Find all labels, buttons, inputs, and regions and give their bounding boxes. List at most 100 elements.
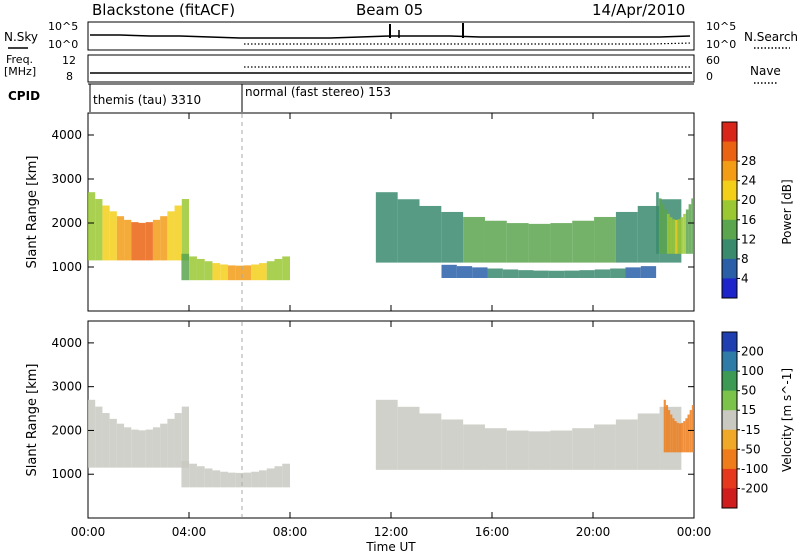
- colorbar-tick-label: 28: [741, 154, 756, 168]
- range-cell: [181, 253, 190, 281]
- x-axis-label: Time UT: [365, 540, 416, 554]
- nsearch-label: N.Search: [744, 30, 798, 44]
- range-cell: [266, 468, 275, 488]
- scatter-band: [663, 399, 694, 453]
- x-tick-label: 12:00: [374, 525, 409, 539]
- y-tick-label: 1000: [51, 467, 82, 481]
- colorbar-swatch: [722, 332, 737, 353]
- range-cell: [116, 216, 125, 261]
- range-cell: [572, 428, 595, 470]
- range-cell: [251, 264, 259, 281]
- range-cell: [375, 399, 398, 470]
- power-data: [88, 192, 694, 281]
- scatter-band: [441, 264, 657, 278]
- velocity-ylabel: Slant Range [km]: [25, 364, 40, 477]
- x-axis-ticks: 00:00 04:00 08:00 12:00 16:00 20:00 00:00: [71, 113, 712, 539]
- power-colorbar-label: Power [dB]: [780, 179, 794, 244]
- range-cell: [691, 198, 694, 254]
- nave-label: Nave: [750, 64, 781, 78]
- colorbar-swatch: [722, 161, 737, 182]
- cpid-segment-2: normal (fast stereo) 153: [245, 85, 391, 99]
- range-cell: [637, 205, 660, 263]
- colorbar-swatch: [722, 278, 737, 299]
- y-tick-label: 4000: [51, 128, 82, 142]
- colorbar-tick-label: 12: [741, 232, 756, 246]
- range-cell: [550, 223, 573, 263]
- x-tick-label: 00:00: [71, 525, 106, 539]
- nsky-label: N.Sky: [4, 30, 38, 44]
- range-cell: [579, 270, 595, 278]
- x-tick-label: 08:00: [273, 525, 308, 539]
- range-cell: [640, 266, 657, 278]
- range-cell: [145, 429, 153, 468]
- scatter-band: [656, 192, 694, 254]
- range-cell: [674, 421, 677, 453]
- range-cell: [685, 418, 688, 453]
- range-cell: [615, 211, 638, 263]
- range-cell: [235, 265, 244, 281]
- velocity-data: [88, 399, 694, 488]
- range-cell: [419, 205, 442, 263]
- freq-label: Freq.: [6, 53, 33, 66]
- colorbar-swatch: [722, 141, 737, 162]
- velocity-colorbar: 200 100 50 15 -15 -50 -100 -200 Velocity [m s^-…: [721, 331, 794, 509]
- range-cell: [189, 463, 197, 488]
- range-cell: [220, 471, 228, 488]
- range-cell: [441, 419, 464, 470]
- range-cell: [220, 264, 228, 281]
- power-y-ticks: 1000 2000 3000 4000: [51, 128, 694, 274]
- range-cell: [282, 463, 290, 488]
- range-cell: [656, 192, 659, 254]
- range-cell: [124, 427, 132, 468]
- cpid-row: CPID themis (tau) 3310 normal (fast ster…: [8, 83, 694, 112]
- range-cell: [548, 270, 565, 278]
- nave-tick-high: 60: [706, 54, 720, 67]
- range-cell: [152, 219, 161, 261]
- range-cell: [691, 405, 694, 453]
- velocity-colorbar-label: Velocity [m s^-1]: [780, 368, 794, 472]
- range-cell: [668, 410, 671, 453]
- range-cell: [251, 471, 259, 488]
- nsky-tick-high-left: 10^5: [48, 20, 78, 33]
- range-cell: [397, 199, 420, 263]
- colorbar-swatch: [722, 488, 737, 509]
- colorbar-tick-label: 50: [741, 384, 756, 398]
- range-cell: [138, 222, 146, 261]
- nsearch-trace: [244, 42, 693, 45]
- range-cell: [152, 427, 161, 468]
- y-tick-label: 1000: [51, 260, 82, 274]
- colorbar-swatch: [722, 371, 737, 392]
- range-cell: [518, 270, 534, 278]
- y-tick-label: 3000: [51, 380, 82, 394]
- freq-unit-label: [MHz]: [4, 65, 36, 78]
- colorbar-swatch: [722, 390, 737, 411]
- range-cell: [160, 216, 168, 261]
- range-cell: [397, 406, 420, 470]
- range-cell: [672, 219, 676, 254]
- range-cell: [676, 422, 679, 453]
- range-cell: [678, 423, 682, 453]
- colorbar-tick-label: 8: [741, 252, 749, 266]
- range-cell: [506, 430, 529, 470]
- cpid-label: CPID: [8, 89, 40, 103]
- range-cell: [683, 213, 686, 254]
- scatter-band: [88, 399, 189, 468]
- range-cell: [484, 428, 507, 470]
- range-cell: [181, 199, 189, 261]
- cpid-segment-1: themis (tau) 3310: [93, 93, 201, 107]
- range-cell: [463, 216, 485, 263]
- range-cell: [683, 421, 686, 453]
- range-cell: [174, 205, 182, 261]
- colorbar-swatch: [722, 219, 737, 240]
- y-tick-label: 2000: [51, 216, 82, 230]
- range-cell: [181, 406, 189, 468]
- x-tick-label: 00:00: [677, 525, 712, 539]
- colorbar-tick-label: 20: [741, 193, 756, 207]
- colorbar-tick-label: 4: [741, 271, 749, 285]
- range-cell: [204, 468, 213, 488]
- range-cell: [658, 198, 662, 254]
- range-cell: [204, 261, 213, 281]
- range-cell: [665, 405, 669, 453]
- range-cell: [124, 219, 132, 261]
